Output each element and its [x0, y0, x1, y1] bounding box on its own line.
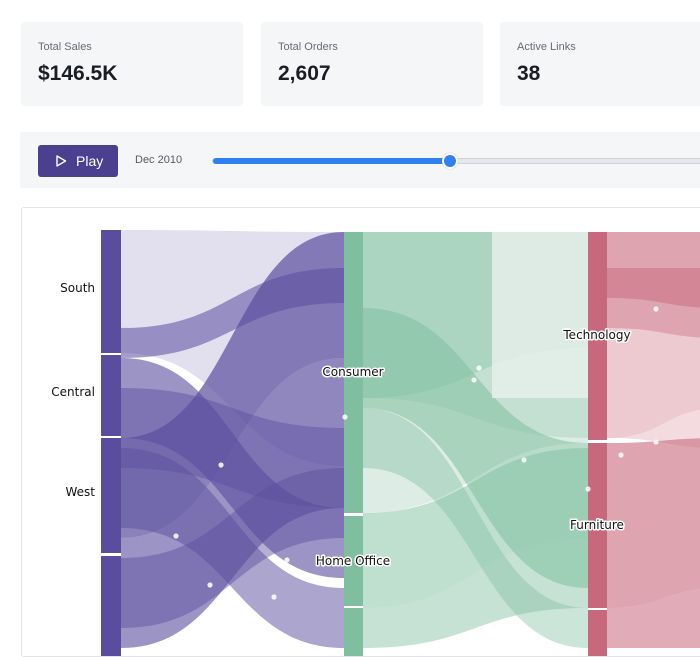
node-segment-1: [344, 516, 363, 606]
link-homeoffice-other: [363, 538, 588, 648]
flow-marker: [521, 457, 527, 463]
kpi-card-total-sales: Total Sales $146.5K: [21, 22, 243, 106]
link-furniture-out: [607, 438, 700, 608]
kpi-label: Total Orders: [278, 41, 338, 53]
node-label-region-south: South: [60, 281, 95, 295]
node-region-1: [101, 355, 121, 436]
flow-marker: [618, 452, 624, 458]
link-technology-out-light: [607, 328, 700, 448]
node-label-category-furniture: Furniture: [570, 518, 624, 532]
node-region-2: [101, 438, 121, 553]
node-label-segment-consumer: Consumer: [322, 365, 383, 379]
kpi-label: Total Sales: [38, 41, 92, 53]
play-button[interactable]: Play: [38, 145, 118, 177]
kpi-value: 38: [517, 62, 541, 85]
kpi-value: $146.5K: [38, 62, 118, 85]
kpi-card-total-orders: Total Orders 2,607: [261, 22, 483, 106]
flow-marker: [653, 306, 659, 312]
flow-marker: [471, 377, 477, 383]
flow-marker: [271, 594, 277, 600]
link-misc: [121, 468, 344, 628]
link-consumer-other: [363, 408, 588, 648]
flow-marker: [585, 486, 591, 492]
node-region-0: [101, 230, 121, 353]
link-south2-consumer: [121, 358, 344, 648]
node-label-region-west: West: [65, 485, 95, 499]
link-furniture-out-2: [607, 589, 700, 648]
node-label-region-central: Central: [51, 385, 95, 399]
sankey-chart: South Central West Consumer Home Office Techn…: [21, 207, 700, 657]
flow-marker: [207, 582, 213, 588]
node-segment-0: [344, 232, 363, 513]
node-region-3: [101, 556, 121, 656]
flow-marker: [342, 414, 348, 420]
link-technology-out-2: [607, 268, 700, 308]
sankey-svg: South Central West Consumer Home Office Techn…: [51, 230, 700, 656]
timeline-slider-thumb[interactable]: [441, 153, 458, 169]
flow-marker: [173, 533, 179, 539]
timeline-slider-fill: [213, 158, 450, 164]
flow-marker: [476, 365, 482, 371]
kpi-value: 2,607: [278, 62, 331, 85]
node-label-category-technology: Technology: [562, 328, 630, 342]
kpi-card-active-links: Active Links 38: [500, 22, 700, 106]
link-homeoffice-furniture: [363, 448, 588, 608]
node-category-1: [588, 443, 607, 608]
play-icon: [56, 155, 67, 167]
kpi-label: Active Links: [517, 41, 576, 53]
node-label-segment-home-office: Home Office: [316, 554, 390, 568]
node-segment-2: [344, 608, 363, 656]
link-west-consumer: [121, 232, 344, 538]
play-button-label: Play: [76, 153, 104, 169]
current-date-label: Dec 2010: [135, 154, 183, 166]
link-west-homeoffice: [121, 448, 344, 648]
timeline-slider[interactable]: [212, 153, 700, 169]
link-central-consumer: [121, 388, 344, 508]
flow-marker: [653, 439, 659, 445]
node-category-2: [588, 610, 607, 656]
flow-marker: [218, 462, 224, 468]
node-category-0: [588, 232, 607, 440]
flow-marker: [284, 557, 290, 563]
playback-controls: Play Dec 2010: [20, 132, 700, 188]
link-light-overlay: [492, 232, 588, 398]
